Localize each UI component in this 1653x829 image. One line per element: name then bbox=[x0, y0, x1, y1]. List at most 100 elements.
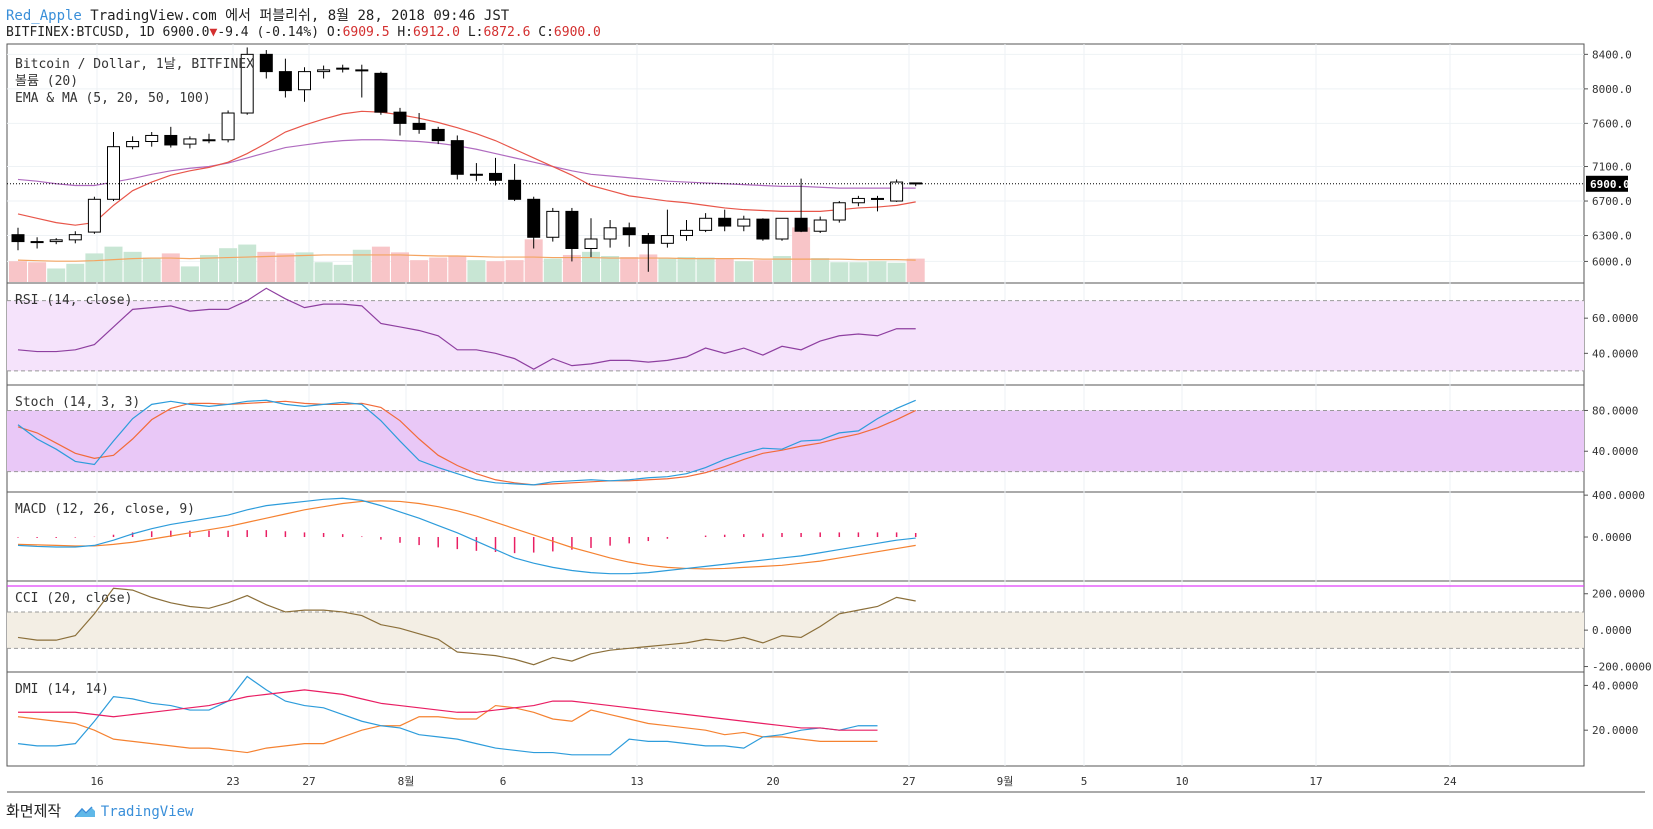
y-tick-label: 40.0000 bbox=[1592, 679, 1638, 692]
indicator-title: CCI (20, close) bbox=[15, 591, 132, 606]
volume-bar bbox=[696, 257, 715, 282]
x-tick-label: 23 bbox=[226, 775, 239, 788]
ohlc-low: 6872.6 bbox=[483, 25, 531, 40]
candle-body bbox=[851, 197, 865, 204]
price-pane-title: Bitcoin / Dollar, 1날, BITFINEX bbox=[15, 57, 254, 72]
candle-body bbox=[660, 235, 674, 244]
price-change: -9.4 (-0.14%) bbox=[217, 25, 320, 40]
indicator-band bbox=[7, 410, 1584, 472]
y-tick-label: 60.0000 bbox=[1592, 312, 1638, 325]
candle-body bbox=[336, 67, 350, 70]
ohlc-open: 6909.5 bbox=[342, 25, 390, 40]
x-tick-label: 5 bbox=[1081, 775, 1088, 788]
indicator-band bbox=[7, 611, 1584, 649]
y-tick-label: 8400.0 bbox=[1592, 48, 1632, 61]
author-link[interactable]: Red_Apple bbox=[6, 8, 82, 24]
x-tick-label: 8월 bbox=[398, 775, 415, 788]
volume-bar bbox=[543, 258, 562, 282]
volume-bar bbox=[792, 227, 811, 282]
volume-bar bbox=[601, 256, 620, 282]
indicator-title: Stoch (14, 3, 3) bbox=[15, 395, 140, 410]
candle-body bbox=[68, 234, 82, 241]
candle-body bbox=[412, 122, 426, 130]
candle-body bbox=[145, 134, 159, 142]
candle-body bbox=[298, 71, 311, 91]
x-tick-label: 20 bbox=[766, 775, 779, 788]
candle-body bbox=[909, 182, 923, 185]
tradingview-logo-icon[interactable] bbox=[66, 802, 101, 820]
candle-body bbox=[278, 71, 292, 92]
volume-bar bbox=[47, 268, 66, 282]
volume-bar bbox=[410, 260, 429, 282]
candle-body bbox=[813, 219, 827, 232]
candle-body bbox=[603, 227, 617, 240]
candle-body bbox=[890, 181, 904, 202]
volume-bar bbox=[677, 257, 696, 282]
footer-brand[interactable]: TradingView bbox=[100, 804, 194, 820]
candle-body bbox=[202, 139, 216, 142]
macd-signal-line bbox=[17, 500, 916, 570]
volume-bar bbox=[562, 254, 581, 282]
symbol-info: BITFINEX:BTCUSD, 1D 6900.0 bbox=[6, 25, 210, 40]
candle-body bbox=[718, 217, 732, 227]
ohlc-high-label: H: bbox=[397, 25, 414, 40]
volume-bar bbox=[582, 251, 600, 282]
candle-body bbox=[584, 238, 598, 249]
candle-body bbox=[680, 229, 693, 237]
y-tick-label: 6700.0 bbox=[1592, 195, 1632, 208]
volume-bar bbox=[314, 262, 333, 282]
y-tick-label: 40.0000 bbox=[1592, 445, 1638, 458]
y-tick-label: 400.0000 bbox=[1592, 489, 1645, 502]
indicator-band bbox=[7, 300, 1584, 371]
candle-body bbox=[126, 140, 140, 148]
volume-bar bbox=[295, 252, 314, 282]
volume-bar bbox=[161, 253, 180, 282]
volume-bar bbox=[753, 260, 772, 282]
x-tick-label: 10 bbox=[1175, 775, 1188, 788]
candle-body bbox=[794, 217, 808, 232]
volume-bar bbox=[333, 264, 352, 282]
candle-body bbox=[622, 227, 636, 236]
y-tick-label: 6000.0 bbox=[1592, 255, 1632, 268]
down-arrow-icon: ▼ bbox=[209, 25, 218, 40]
candle-body bbox=[641, 235, 655, 244]
volume-bar bbox=[391, 252, 409, 282]
volume-bar bbox=[620, 257, 639, 282]
ohlc-open-label: O: bbox=[326, 25, 343, 40]
y-tick-label: 200.0000 bbox=[1592, 588, 1645, 601]
volume-bar bbox=[849, 262, 868, 282]
rsi-line bbox=[17, 287, 916, 370]
candle-body bbox=[30, 241, 44, 244]
candle-body bbox=[699, 217, 713, 231]
volume-bar bbox=[142, 257, 161, 282]
volume-bar bbox=[467, 260, 486, 282]
x-tick-label: 16 bbox=[90, 775, 103, 788]
y-tick-label: 0.0000 bbox=[1592, 531, 1632, 544]
candle-body bbox=[508, 179, 522, 200]
ohlc-close-label: C: bbox=[538, 25, 554, 40]
publish-info: TradingView.com 에서 퍼블리쉬, 8월 28, 2018 09:… bbox=[90, 8, 510, 24]
indicator-title: MACD (12, 26, close, 9) bbox=[15, 502, 195, 517]
x-tick-label: 27 bbox=[902, 775, 915, 788]
candle-body bbox=[871, 197, 884, 200]
last-price-label: 6900.0 bbox=[1590, 178, 1630, 191]
volume-bar bbox=[28, 262, 47, 282]
candle-body bbox=[164, 134, 178, 146]
footer-made-with: 화면제작 bbox=[6, 802, 62, 820]
dmi-minus-line bbox=[17, 704, 878, 754]
dmi-plus-line bbox=[17, 675, 878, 756]
y-tick-label: 40.0000 bbox=[1592, 347, 1638, 360]
volume-bar bbox=[257, 251, 276, 282]
y-tick-label: 7600.0 bbox=[1592, 117, 1632, 130]
volume-bar bbox=[887, 262, 906, 282]
volume-bar bbox=[219, 248, 238, 282]
volume-bar bbox=[830, 262, 849, 282]
stoch-d-line bbox=[17, 400, 916, 486]
candle-body bbox=[259, 53, 273, 73]
y-tick-label: -200.0000 bbox=[1592, 661, 1652, 674]
x-tick-label: 24 bbox=[1443, 775, 1457, 788]
candle-body bbox=[469, 173, 483, 176]
volume-bar bbox=[486, 261, 505, 282]
y-tick-label: 0.0000 bbox=[1592, 624, 1632, 637]
